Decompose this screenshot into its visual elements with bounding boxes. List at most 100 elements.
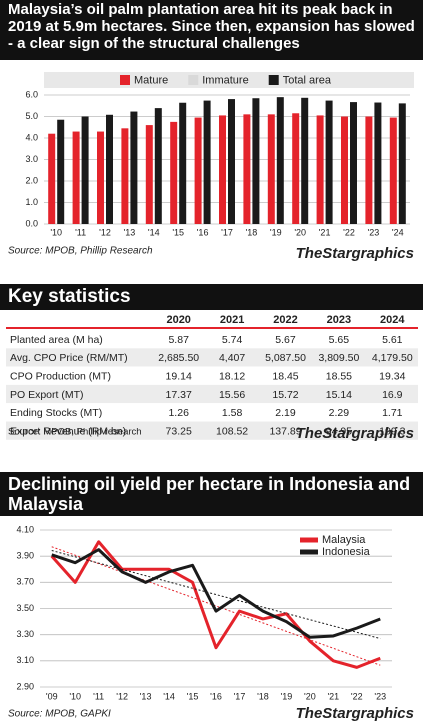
line-series xyxy=(51,548,381,639)
x-tick-label: '19 xyxy=(270,227,282,237)
table-cell: 18.12 xyxy=(219,371,245,383)
trend-line xyxy=(51,550,381,640)
source-note: Source: MPOB, Phillip Research xyxy=(8,246,153,257)
row-background xyxy=(6,421,418,440)
y-tick-label: 4.10 xyxy=(16,524,34,534)
table-cell: 5.74 xyxy=(222,334,243,346)
column-header: 2023 xyxy=(327,314,351,326)
bar xyxy=(72,131,80,224)
legend-label: Indonesia xyxy=(322,546,371,558)
bar xyxy=(194,117,202,224)
x-tick-label: '21 xyxy=(319,227,331,237)
legend-swatch xyxy=(268,75,279,85)
chart-title: Declining oil yield per hectare in Indon… xyxy=(0,472,423,516)
y-tick-label: 3.90 xyxy=(16,551,34,561)
row-label: Avg. CPO Price (RM/MT) xyxy=(10,352,128,364)
legend-label: Total area xyxy=(283,74,332,86)
chart-title: Malaysia’s oil palm plantation area hit … xyxy=(0,0,423,60)
legend-label: Malaysia xyxy=(322,534,366,546)
y-tick-label: 3.10 xyxy=(16,655,34,665)
x-tick-label: '18 xyxy=(257,691,269,701)
legend-label: Mature xyxy=(134,74,168,86)
bar xyxy=(389,117,397,224)
bar xyxy=(301,97,309,224)
x-tick-label: '11 xyxy=(75,227,86,237)
x-tick-label: '23 xyxy=(374,691,386,701)
table-cell: 5.61 xyxy=(382,334,403,346)
bar xyxy=(106,114,113,224)
x-tick-label: '21 xyxy=(327,691,339,701)
table-cell: 73.25 xyxy=(166,425,192,437)
x-tick-label: '20 xyxy=(294,227,306,237)
column-header: 2021 xyxy=(220,314,244,326)
table-cell: 5.65 xyxy=(329,334,350,346)
table-cell: 15.56 xyxy=(219,389,245,401)
x-tick-label: '19 xyxy=(281,691,293,701)
bar xyxy=(97,131,104,224)
bar xyxy=(243,114,251,224)
table-cell: 2,685.50 xyxy=(158,352,199,364)
bar xyxy=(154,108,162,224)
table-cell: 3,809.50 xyxy=(318,352,359,364)
table-cell: 17.37 xyxy=(166,389,192,401)
line-series xyxy=(50,540,381,669)
row-background xyxy=(6,330,418,349)
table-cell: 18.45 xyxy=(272,371,298,383)
x-tick-label: '24 xyxy=(392,227,404,237)
y-tick-label: 2.90 xyxy=(16,681,34,691)
y-tick-label: 6.0 xyxy=(25,89,38,99)
bar xyxy=(341,116,348,224)
column-header: 2024 xyxy=(380,314,405,326)
table-cell: 2.19 xyxy=(275,407,296,419)
bar xyxy=(292,113,300,224)
x-tick-label: '13 xyxy=(140,691,152,701)
x-tick-label: '18 xyxy=(246,227,258,237)
table-cell: 5.87 xyxy=(168,334,189,346)
x-tick-label: '17 xyxy=(221,227,233,237)
x-tick-label: '22 xyxy=(351,691,363,701)
bar xyxy=(276,97,284,224)
x-tick-label: '20 xyxy=(304,691,316,701)
x-tick-label: '22 xyxy=(343,227,355,237)
table-cell: 4,407 xyxy=(219,352,245,364)
bar xyxy=(57,119,65,224)
legend-swatch xyxy=(188,75,199,85)
bar xyxy=(316,115,324,224)
y-tick-label: 3.0 xyxy=(25,154,38,164)
bar xyxy=(350,102,357,224)
bar xyxy=(267,114,275,224)
x-tick-label: '12 xyxy=(99,227,111,237)
bar xyxy=(48,133,56,224)
bar xyxy=(398,103,406,224)
table-cell: 5,087.50 xyxy=(265,352,306,364)
y-tick-label: 0.0 xyxy=(25,218,38,228)
bar xyxy=(219,115,226,224)
y-tick-label: 3.50 xyxy=(16,603,34,613)
bar xyxy=(145,125,153,224)
table-cell: 109.3 xyxy=(379,425,405,437)
y-tick-label: 4.0 xyxy=(25,132,38,142)
row-label: Export Revenue (RM bn) xyxy=(10,425,126,437)
bar xyxy=(170,121,178,224)
brand-logo: TheStargraphics xyxy=(296,245,414,262)
table-cell: 15.72 xyxy=(272,389,298,401)
bar xyxy=(228,99,235,224)
table-cell: 15.14 xyxy=(326,389,352,401)
table-cell: 19.34 xyxy=(379,371,405,383)
table-cell: 108.52 xyxy=(216,425,248,437)
row-background xyxy=(6,384,418,404)
x-tick-label: '15 xyxy=(172,227,184,237)
x-tick-label: '10 xyxy=(69,691,81,701)
legend-band xyxy=(44,72,414,88)
source-note: Source: MPOB, Phillip research xyxy=(8,427,142,438)
row-label: Ending Stocks (MT) xyxy=(10,407,102,419)
bar xyxy=(365,116,373,224)
brand-logo: TheStargraphics xyxy=(296,425,414,442)
y-tick-label: 1.0 xyxy=(25,197,38,207)
table-cell: 2.29 xyxy=(329,407,350,419)
table-cell: 16.9 xyxy=(382,389,403,401)
bar xyxy=(374,102,382,224)
x-tick-label: '17 xyxy=(234,691,246,701)
